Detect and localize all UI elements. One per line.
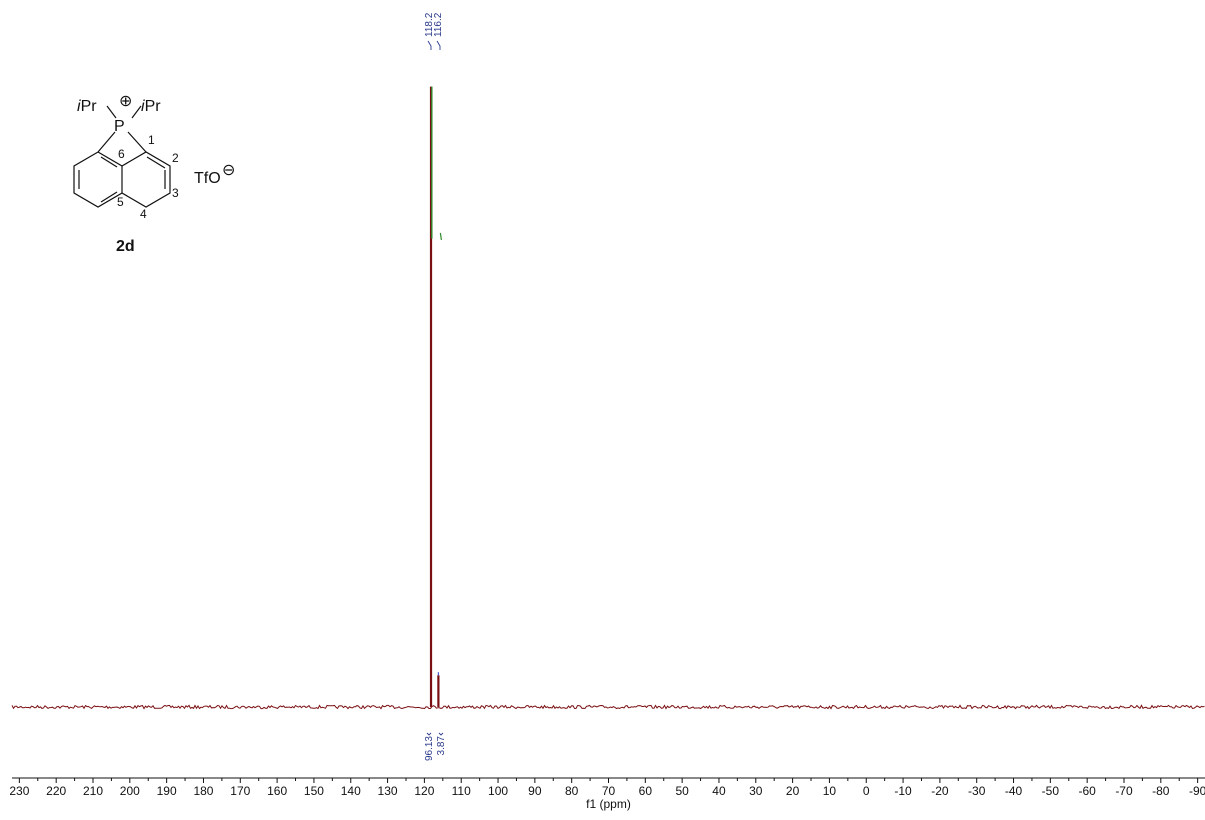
x-tick-label: 40 [712, 784, 726, 798]
integral-labels: 96.13 3.87 [424, 732, 447, 761]
compound-label: 2d [116, 238, 135, 255]
substituent-right-label: iPr [141, 98, 161, 115]
bond-p-c8 [97, 131, 116, 153]
x-tick-label: 190 [157, 784, 177, 798]
integral-curves [431, 86, 442, 676]
integral-label: 96.13 [424, 736, 435, 761]
x-tick-label: 60 [639, 784, 653, 798]
x-tick-label: 230 [9, 784, 29, 798]
x-tick-label: -90 [1189, 784, 1205, 798]
cation-charge: ⊕ [119, 93, 132, 110]
integral-bracket [426, 732, 432, 736]
x-tick-label: 180 [193, 784, 213, 798]
spectrum-peaks [429, 86, 440, 707]
baseline-noise [11, 704, 1205, 710]
x-tick-label: 70 [602, 784, 616, 798]
x-tick-label: 140 [341, 784, 361, 798]
atom-number-4: 4 [140, 207, 147, 221]
x-tick-label: -20 [931, 784, 949, 798]
x-tick-label: -50 [1042, 784, 1060, 798]
x-tick-label: -60 [1079, 784, 1097, 798]
x-tick-label: 90 [528, 784, 542, 798]
x-tick-label: 100 [488, 784, 508, 798]
x-tick-label: -70 [1115, 784, 1133, 798]
x-tick-label: 10 [823, 784, 837, 798]
spectrum-baseline [11, 704, 1205, 710]
atom-number-1: 1 [148, 133, 155, 147]
x-tick-label: 120 [414, 784, 434, 798]
x-tick-label: 50 [675, 784, 689, 798]
bond-p-ipr-left [106, 105, 117, 119]
peak-label-connector [436, 40, 441, 50]
chemical-structure: iPr iPr ⊕ P 6 1 2 3 4 5 TfO ⊖ [73, 93, 235, 255]
x-tick-label: -30 [968, 784, 986, 798]
x-tick-label: -80 [1152, 784, 1170, 798]
counterion-label: TfO [194, 170, 221, 187]
x-tick-label: -40 [1005, 784, 1023, 798]
peak-label: 116.2 [433, 12, 444, 37]
atom-number-2: 2 [172, 151, 179, 165]
peak-label-connector [427, 40, 432, 50]
x-tick-label: 220 [46, 784, 66, 798]
integral-label: 3.87 [436, 736, 447, 756]
x-tick-label: 30 [749, 784, 763, 798]
x-tick-label: 170 [230, 784, 250, 798]
x-tick-label: 0 [863, 784, 870, 798]
naphthalene-core [73, 151, 171, 208]
integral-curve [439, 232, 442, 241]
bond-p-ipr-right [131, 105, 142, 119]
atom-number-5: 5 [117, 195, 124, 209]
integral-bracket [438, 732, 444, 736]
x-tick-label: 200 [120, 784, 140, 798]
peak-label: 118.2 [424, 12, 435, 37]
bond-p-c1 [127, 131, 147, 153]
substituent-left-label: iPr [77, 98, 97, 115]
x-tick-label: 110 [452, 784, 471, 798]
x-axis-title: f1 (ppm) [586, 797, 631, 811]
atom-number-3: 3 [172, 186, 179, 200]
x-tick-label: -10 [894, 784, 912, 798]
x-tick-label: 210 [83, 784, 103, 798]
x-axis-ticks: 230 220 210 200 190 180 170 160 150 140 130 120 110 1… [9, 778, 1205, 798]
x-tick-label: 80 [565, 784, 579, 798]
phosphorus-atom-label: P [114, 118, 125, 135]
x-tick-label: 160 [267, 784, 287, 798]
x-tick-label: 20 [786, 784, 800, 798]
x-tick-label: 150 [304, 784, 324, 798]
anion-charge: ⊖ [222, 162, 235, 179]
atom-number-6: 6 [118, 147, 125, 161]
x-tick-label: 130 [378, 784, 398, 798]
